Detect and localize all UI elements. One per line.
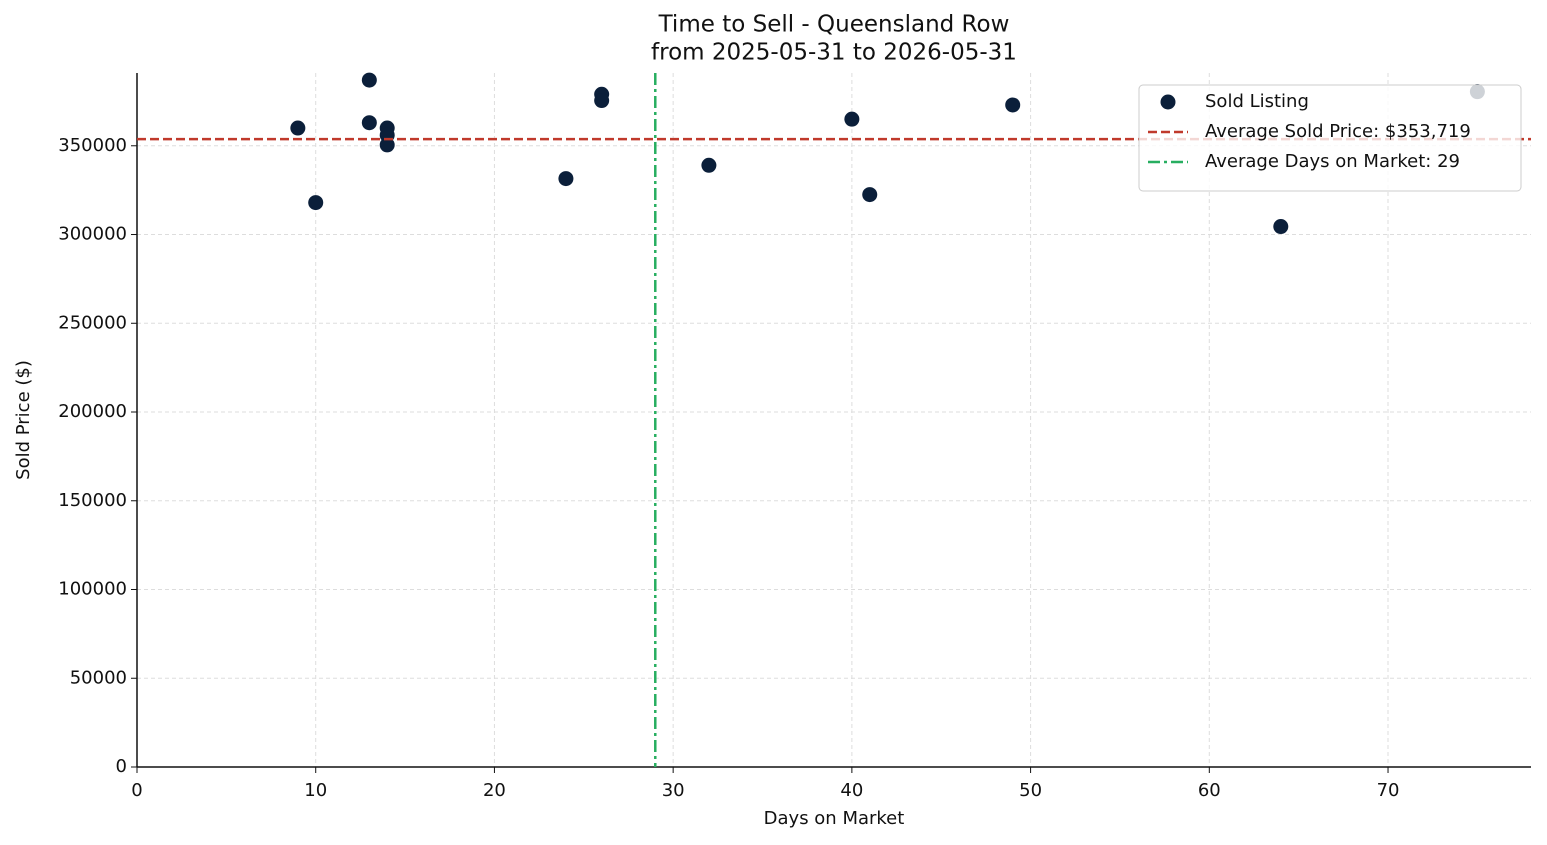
data-point	[844, 111, 860, 127]
x-tick-label: 40	[840, 780, 863, 801]
chart-title: Time to Sell - Queensland Row	[658, 12, 1010, 38]
y-tick-label: 100000	[58, 579, 127, 600]
y-tick-label: 300000	[58, 224, 127, 245]
legend-marker	[1160, 94, 1176, 110]
legend-label: Average Sold Price: $353,719	[1205, 121, 1471, 142]
data-point	[701, 157, 717, 173]
legend-label: Average Days on Market: 29	[1205, 151, 1460, 172]
data-point	[290, 120, 306, 136]
x-tick-label: 0	[131, 780, 142, 801]
data-point	[558, 171, 574, 187]
x-tick-label: 60	[1198, 780, 1221, 801]
y-tick-label: 250000	[58, 312, 127, 333]
data-point	[1005, 97, 1021, 113]
data-point	[1273, 219, 1289, 235]
legend-box	[1138, 84, 1522, 192]
data-point	[308, 195, 324, 211]
y-tick-label: 200000	[58, 401, 127, 422]
x-axis-label: Days on Market	[764, 808, 905, 829]
x-tick-label: 20	[483, 780, 506, 801]
y-tick-label: 0	[116, 756, 127, 777]
data-point	[594, 93, 610, 109]
x-tick-label: 30	[662, 780, 685, 801]
x-tick-label: 10	[304, 780, 327, 801]
x-tick-label: 50	[1019, 780, 1042, 801]
legend-label: Sold Listing	[1205, 91, 1309, 112]
chart-subtitle: from 2025-05-31 to 2026-05-31	[651, 40, 1017, 66]
data-point	[361, 115, 377, 131]
y-tick-label: 150000	[58, 490, 127, 511]
y-tick-label: 50000	[70, 667, 127, 688]
x-tick-label: 70	[1377, 780, 1400, 801]
y-axis-label: Sold Price ($)	[13, 360, 34, 480]
y-tick-label: 350000	[58, 135, 127, 156]
data-point	[379, 137, 395, 153]
data-point	[361, 72, 377, 88]
data-point	[862, 187, 878, 203]
